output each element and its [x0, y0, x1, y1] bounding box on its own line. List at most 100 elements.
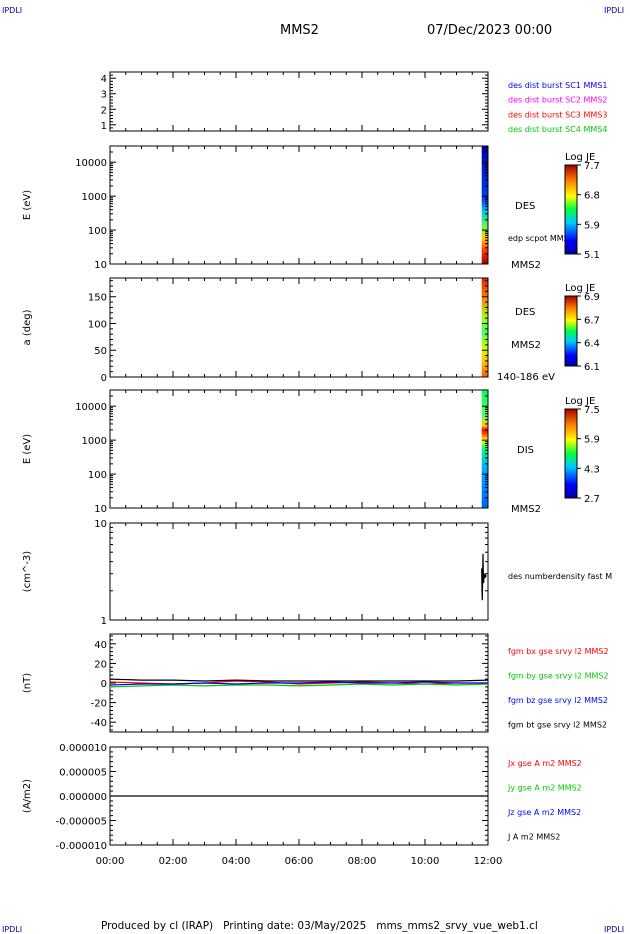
series-line: [481, 553, 487, 601]
colorbar-tick-label: 2.7: [584, 494, 600, 505]
colorbar-tick-label: 5.9: [584, 435, 600, 446]
y-tick-label: 0.000005: [59, 768, 107, 779]
colorbar-tick-label: 5.1: [584, 250, 600, 261]
colorbar-title: Log JE: [565, 283, 595, 294]
panel-frame: [109, 277, 489, 378]
y-tick-label: 3: [101, 90, 107, 101]
series-line: [109, 678, 489, 682]
legend-entry: des dist burst SC3 MMS3: [508, 110, 607, 119]
colorbar-tick-label: 6.7: [584, 315, 600, 326]
legend-entry: Jx gse A m2 MMS2: [507, 759, 582, 768]
y-tick-label: 10: [94, 260, 107, 271]
y-axis-label: (cm^-3): [22, 551, 33, 592]
y-tick-label: 1: [101, 121, 107, 132]
panel-current: -0.000010 -0.000005 0.000000 0.000005 0.0000…: [22, 743, 582, 852]
y-tick-label: 10000: [75, 402, 107, 413]
colorbar-tick-label: 4.3: [584, 464, 600, 475]
panel-spacecraft: 1 2 3 4 des dist burst SC1 MMS1 des dist burs…: [101, 71, 607, 134]
x-tick-label: 12:00: [474, 856, 503, 867]
panel-dis-energy: 10 100 1000 10000 E (eV) DIS MMS2 Log JE7.5 5.9 4…: [22, 389, 600, 515]
y-tick-label: 10: [94, 504, 107, 515]
heatmap-data-strip: [481, 390, 488, 508]
panel-des-energy: 10 100 1000 10000 E (eV) DES edp scpot MMS2 MMS…: [22, 145, 600, 271]
series-line: [109, 681, 488, 686]
y-tick-label: 50: [94, 346, 107, 357]
heatmap-data-strip: [481, 278, 488, 377]
y-tick-label: 2: [101, 105, 107, 116]
y-tick-label: 0.000000: [59, 792, 107, 803]
series-line: [109, 683, 489, 688]
legend-entry: des dist burst SC2 MMS2: [508, 96, 607, 105]
colorbar: [564, 408, 578, 499]
legend-entry: des dist burst SC4 MMS4: [508, 125, 607, 134]
x-tick-label: 04:00: [222, 856, 251, 867]
panel-side-label: MMS2: [511, 504, 541, 515]
y-tick-label: 40: [94, 640, 107, 651]
colorbar: [564, 164, 578, 255]
header-date: 07/Dec/2023 00:00: [427, 23, 552, 38]
y-tick-label: 0: [101, 679, 107, 690]
legend-entry: fgm bz gse srvy l2 MMS2: [508, 696, 608, 705]
y-tick-label: 0.000010: [59, 743, 107, 754]
panel-side-label: 140-186 eV: [497, 372, 555, 383]
panel-fgm: -40 -20 0 20 40 (nT) fgm bx gse srvy l2 MMS2 fg…: [22, 633, 609, 733]
panel-frame: [109, 522, 489, 621]
y-axis-label: E (eV): [22, 190, 33, 220]
y-tick-label: 20: [94, 659, 107, 670]
corner-label-bottom-right: IPDLI: [604, 925, 624, 934]
panel-side-label: DES: [515, 201, 535, 212]
y-tick-label: 100: [88, 470, 107, 481]
panel-side-label: MMS2: [511, 260, 541, 271]
panel-side-label: MMS2: [511, 340, 541, 351]
legend-entry: Jz gse A m2 MMS2: [507, 808, 581, 817]
y-tick-label: 100: [88, 226, 107, 237]
legend-entry: fgm bt gse srvy l2 MMS2: [508, 721, 607, 730]
time-axis: 00:00 02:00 04:00 06:00 08:00 10:00 12:00: [96, 856, 503, 867]
colorbar-tick-label: 6.1: [584, 362, 600, 373]
footer-credit: Produced by cl (IRAP) Printing date: 03/…: [101, 920, 538, 932]
y-tick-label: 4: [101, 74, 107, 85]
panel-frame: [109, 145, 489, 265]
colorbar-tick-label: 6.8: [584, 191, 600, 202]
x-tick-label: 02:00: [159, 856, 188, 867]
y-tick-label: 10000: [75, 158, 107, 169]
legend-entry: des dist burst SC1 MMS1: [508, 81, 607, 90]
y-tick-label: 150: [88, 293, 107, 304]
legend-entry: Jy gse A m2 MMS2: [507, 784, 582, 793]
x-tick-label: 08:00: [348, 856, 377, 867]
corner-label-top-left: IPDLI: [2, 6, 22, 15]
colorbar-title: Log JE: [565, 396, 595, 407]
corner-label-top-right: IPDLI: [604, 6, 624, 15]
panel-frame: [109, 389, 489, 509]
legend-entry: des numberdensity fast M: [508, 572, 612, 581]
y-tick-label: 1000: [82, 192, 107, 203]
y-axis-label: E (eV): [22, 434, 33, 464]
panel-side-label: DIS: [517, 445, 534, 456]
panel-side-label: edp scpot MMS2: [508, 234, 574, 243]
y-tick-label: -0.000005: [56, 817, 107, 828]
panels-group: 1 2 3 4 des dist burst SC1 MMS1 des dist burs…: [22, 71, 612, 852]
colorbar-tick-label: 7.5: [584, 405, 600, 416]
colorbar-tick-label: 6.4: [584, 339, 600, 350]
panel-density: 1 10 (cm^-3) des numberdensity fast M: [22, 519, 612, 627]
y-tick-label: -40: [91, 718, 107, 729]
x-tick-label: 06:00: [285, 856, 314, 867]
colorbar-tick-label: 6.9: [584, 292, 600, 303]
corner-label-bottom-left: IPDLI: [2, 925, 22, 934]
y-tick-label: 100: [88, 319, 107, 330]
legend-entry: J A m2 MMS2: [507, 833, 560, 842]
y-tick-label: -20: [91, 699, 107, 710]
y-tick-label: 1: [101, 616, 107, 627]
panel-frame: [109, 71, 489, 132]
y-axis-label: a (deg): [22, 309, 33, 345]
y-axis-label: (nT): [22, 673, 33, 693]
colorbar-tick-label: 5.9: [584, 220, 600, 231]
legend-entry: fgm by gse srvy l2 MMS2: [508, 672, 609, 681]
y-tick-label: 1000: [82, 436, 107, 447]
colorbar-tick-label: 7.7: [584, 161, 600, 172]
colorbar-title: Log JE: [565, 152, 595, 163]
x-tick-label: 10:00: [411, 856, 440, 867]
x-tick-label: 00:00: [96, 856, 125, 867]
